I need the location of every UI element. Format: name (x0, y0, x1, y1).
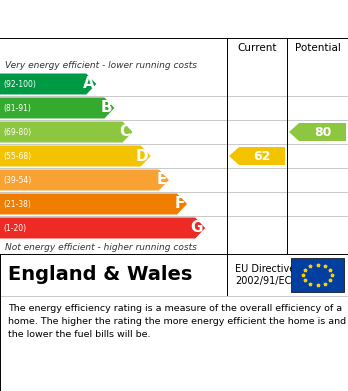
Text: (39-54): (39-54) (3, 176, 31, 185)
Text: (69-80): (69-80) (3, 127, 31, 136)
Text: England & Wales: England & Wales (8, 265, 192, 285)
Text: F: F (175, 197, 185, 212)
Text: (92-100): (92-100) (3, 79, 36, 88)
Text: Current: Current (237, 43, 277, 53)
Text: B: B (101, 100, 112, 115)
Text: Not energy efficient - higher running costs: Not energy efficient - higher running co… (5, 242, 197, 251)
Text: EU Directive
2002/91/EC: EU Directive 2002/91/EC (235, 264, 295, 286)
Polygon shape (0, 122, 133, 142)
Polygon shape (289, 123, 346, 141)
Text: A: A (82, 77, 94, 91)
Polygon shape (0, 217, 205, 239)
Text: 80: 80 (314, 126, 331, 138)
Text: Very energy efficient - lower running costs: Very energy efficient - lower running co… (5, 61, 197, 70)
Text: Energy Efficiency Rating: Energy Efficiency Rating (8, 10, 248, 28)
Text: The energy efficiency rating is a measure of the overall efficiency of a home. T: The energy efficiency rating is a measur… (8, 304, 346, 339)
Text: G: G (191, 221, 203, 235)
Text: 62: 62 (253, 149, 271, 163)
Polygon shape (0, 145, 151, 167)
Text: (21-38): (21-38) (3, 199, 31, 208)
Text: Potential: Potential (294, 43, 340, 53)
Text: (81-91): (81-91) (3, 104, 31, 113)
Polygon shape (0, 97, 114, 118)
Text: C: C (119, 124, 130, 140)
Polygon shape (0, 194, 187, 215)
Bar (291, 258, 344, 292)
Text: E: E (157, 172, 167, 188)
Polygon shape (0, 170, 169, 190)
Polygon shape (229, 147, 285, 165)
Text: (55-68): (55-68) (3, 151, 31, 160)
Text: (1-20): (1-20) (3, 224, 26, 233)
Polygon shape (0, 74, 96, 95)
Text: D: D (136, 149, 149, 163)
